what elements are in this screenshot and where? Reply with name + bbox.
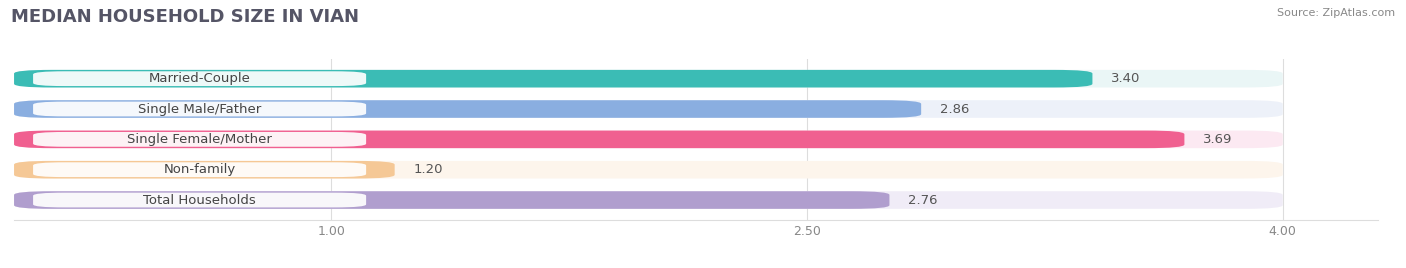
FancyBboxPatch shape bbox=[14, 191, 1282, 209]
FancyBboxPatch shape bbox=[14, 100, 921, 118]
FancyBboxPatch shape bbox=[34, 102, 366, 116]
FancyBboxPatch shape bbox=[34, 71, 366, 86]
FancyBboxPatch shape bbox=[34, 132, 366, 147]
Text: 3.40: 3.40 bbox=[1112, 72, 1140, 85]
FancyBboxPatch shape bbox=[14, 131, 1282, 148]
Text: Single Male/Father: Single Male/Father bbox=[138, 103, 262, 116]
FancyBboxPatch shape bbox=[14, 161, 1282, 178]
Text: Non-family: Non-family bbox=[163, 163, 236, 176]
FancyBboxPatch shape bbox=[14, 191, 890, 209]
FancyBboxPatch shape bbox=[34, 193, 366, 207]
Text: Married-Couple: Married-Couple bbox=[149, 72, 250, 85]
Text: Source: ZipAtlas.com: Source: ZipAtlas.com bbox=[1277, 8, 1395, 18]
Text: 2.76: 2.76 bbox=[908, 193, 938, 207]
FancyBboxPatch shape bbox=[14, 70, 1282, 87]
Text: MEDIAN HOUSEHOLD SIZE IN VIAN: MEDIAN HOUSEHOLD SIZE IN VIAN bbox=[11, 8, 360, 26]
Text: Single Female/Mother: Single Female/Mother bbox=[127, 133, 271, 146]
FancyBboxPatch shape bbox=[14, 131, 1184, 148]
FancyBboxPatch shape bbox=[14, 70, 1092, 87]
FancyBboxPatch shape bbox=[34, 162, 366, 177]
Text: 2.86: 2.86 bbox=[941, 103, 970, 116]
Text: 1.20: 1.20 bbox=[413, 163, 443, 176]
FancyBboxPatch shape bbox=[14, 161, 395, 178]
Text: Total Households: Total Households bbox=[143, 193, 256, 207]
Text: 3.69: 3.69 bbox=[1204, 133, 1233, 146]
FancyBboxPatch shape bbox=[14, 100, 1282, 118]
